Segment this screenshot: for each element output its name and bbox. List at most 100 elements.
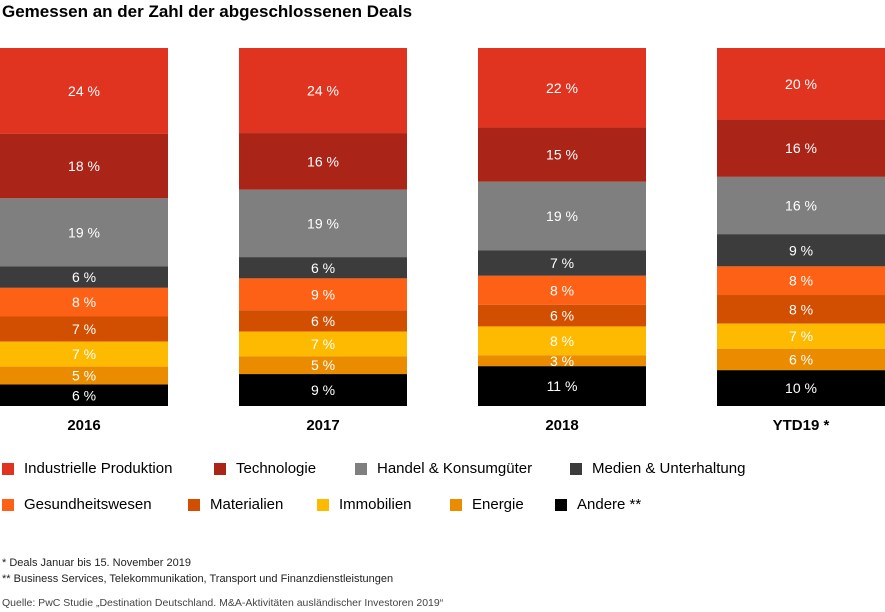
data-label: 3 % [550,353,574,369]
bar-segment [478,127,646,182]
footnote-andere: ** Business Services, Telekommunikation,… [2,573,394,585]
data-label: 22 % [546,80,578,96]
bar-segment [0,366,168,385]
bar-segment [717,119,885,177]
data-label: 24 % [307,83,339,99]
legend-swatch [355,462,367,475]
data-label: 6 % [550,308,574,324]
data-label: 19 % [546,208,578,224]
bar-segment [717,295,885,324]
legend-item: Immobilien [317,496,412,513]
legend-swatch [2,498,14,511]
data-label: 9 % [311,382,335,398]
bar-segment [0,198,168,267]
data-label: 9 % [311,286,335,302]
bar-segment [239,133,407,190]
legend-swatch [570,462,582,475]
bar-segment [0,384,168,406]
bar-segment [0,266,168,288]
legend-label: Handel & Konsumgüter [377,460,533,477]
legend-swatch [2,462,14,475]
data-label: 7 % [311,336,335,352]
data-label: 24 % [68,83,100,99]
legend-swatch [317,498,329,511]
legend-item: Medien & Unterhaltung [570,460,745,477]
bar-segment [239,331,407,357]
bar-segment [478,250,646,276]
bar-segment [0,316,168,342]
legend-label: Andere ** [577,496,642,513]
bar-segment [717,323,885,349]
bar-segment [717,234,885,267]
legend-item: Technologie [214,460,316,477]
category-label: YTD19 * [773,417,830,434]
source-note: Quelle: PwC Studie „Destination Deutschl… [2,597,444,609]
footnote-ytd: * Deals Januar bis 15. November 2019 [2,557,191,569]
category-label: 2018 [545,417,578,434]
bar-segment [478,48,646,128]
data-label: 7 % [550,255,574,271]
legend-row: Industrielle Produktion Technologie Handel… [2,460,882,482]
chart-title: Gemessen an der Zahl der abgeschlossenen… [2,2,413,21]
bar-segment [478,181,646,251]
data-label: 5 % [72,368,96,384]
bar-segment [239,48,407,134]
legend-item: Energie [450,496,524,513]
legend-label: Energie [472,496,524,513]
data-label: 6 % [311,313,335,329]
bar-segment [239,189,407,258]
data-label: 8 % [789,273,813,289]
data-label: 10 % [785,380,817,396]
bar-segment [478,366,646,406]
bar-segment [478,275,646,305]
bar-segment [239,257,407,279]
data-label: 5 % [311,357,335,373]
data-label: 8 % [550,282,574,298]
legend-label: Medien & Unterhaltung [592,460,746,477]
data-label: 16 % [307,153,339,169]
bar-segment [0,287,168,317]
bar-segment [478,304,646,327]
data-label: 8 % [72,294,96,310]
data-label: 8 % [789,301,813,317]
legend-item: Industrielle Produktion [2,460,172,477]
data-label: 7 % [789,328,813,344]
legend-item: Gesundheitswesen [2,496,152,513]
data-label: 8 % [550,333,574,349]
legend-label: Industrielle Produktion [24,460,173,477]
bar-segment [478,326,646,356]
stacked-bar-chart: 24 % 18 % 19 % 6 % 8 % 7 % 7 % 5 % 6 % 2016 24 % 16… [0,48,885,434]
legend-item: Andere ** [555,496,641,513]
legend-item: Handel & Konsumgüter [355,460,532,477]
data-label: 18 % [68,158,100,174]
data-label: 7 % [72,321,96,337]
data-label: 20 % [785,76,817,92]
data-label: 11 % [547,378,578,394]
data-label: 9 % [789,242,813,258]
data-label: 19 % [307,215,339,231]
bar-segment [239,374,407,406]
legend-swatch [450,498,462,511]
legend-label: Immobilien [339,496,412,513]
bar-segment [239,356,407,375]
data-label: 6 % [311,260,335,276]
bar-segment [239,310,407,332]
bar-segment [717,370,885,406]
bar-segment [717,348,885,371]
data-label: 19 % [68,224,100,240]
bar-segment [239,278,407,311]
data-label: 16 % [785,140,817,156]
legend-item: Materialien [188,496,283,513]
bar-segment [717,176,885,235]
bar-segment [478,355,646,367]
bar-segment [0,48,168,134]
category-label: 2017 [306,417,339,434]
bar-segment [0,133,168,199]
data-label: 15 % [546,147,578,163]
bar-segment [717,266,885,296]
data-label: 7 % [72,346,96,362]
data-label: 6 % [789,351,813,367]
legend-swatch [214,462,226,475]
bar-segment [0,341,168,367]
legend-swatch [188,498,200,511]
